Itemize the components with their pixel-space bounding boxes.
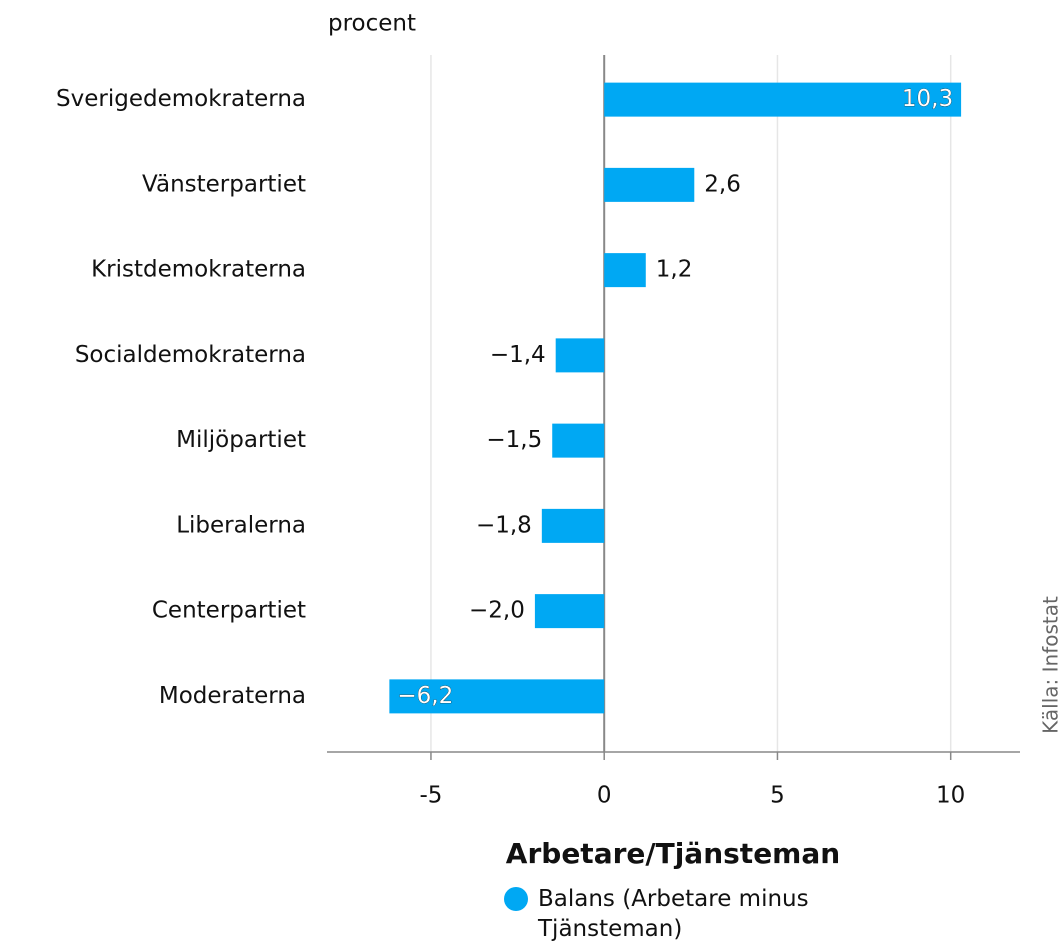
legend: Balans (Arbetare minus Tjänsteman) [504, 884, 884, 944]
data-label: −2,0 [469, 598, 525, 624]
data-label: 2,6 [704, 171, 741, 197]
bar [552, 423, 605, 458]
y-tick-label: Kristdemokraterna [91, 257, 306, 283]
x-tick-label: -5 [419, 783, 442, 809]
y-tick-label: Moderaterna [159, 683, 306, 709]
x-tick-label: 10 [936, 783, 965, 809]
data-label: 1,2 [656, 257, 693, 283]
bar [389, 679, 605, 714]
bar [555, 338, 605, 373]
y-tick-label: Centerpartiet [152, 598, 306, 624]
y-tick-label: Sverigedemokraterna [56, 86, 306, 112]
legend-swatch [504, 887, 528, 911]
data-label: 10,3 [902, 86, 953, 112]
x-tick-label: 5 [770, 783, 785, 809]
y-tick-label: Vänsterpartiet [142, 171, 306, 197]
unit-label: procent [328, 11, 416, 37]
bar [604, 253, 646, 288]
bar [604, 82, 962, 117]
bar [604, 167, 695, 202]
y-tick-label: Liberalerna [176, 512, 306, 538]
bar [541, 508, 605, 543]
y-tick-label: Socialdemokraterna [75, 342, 306, 368]
data-label: −1,4 [490, 342, 546, 368]
data-label: −1,8 [476, 512, 532, 538]
data-label: −1,5 [486, 427, 542, 453]
data-label: −6,2 [397, 683, 453, 709]
bar [534, 594, 605, 629]
x-tick-label: 0 [597, 783, 612, 809]
legend-label: Balans (Arbetare minus Tjänsteman) [538, 886, 809, 942]
source: Källa: Infostat [1039, 596, 1063, 734]
chart-title: Arbetare/Tjänsteman [506, 837, 840, 870]
y-tick-label: Miljöpartiet [176, 427, 306, 453]
